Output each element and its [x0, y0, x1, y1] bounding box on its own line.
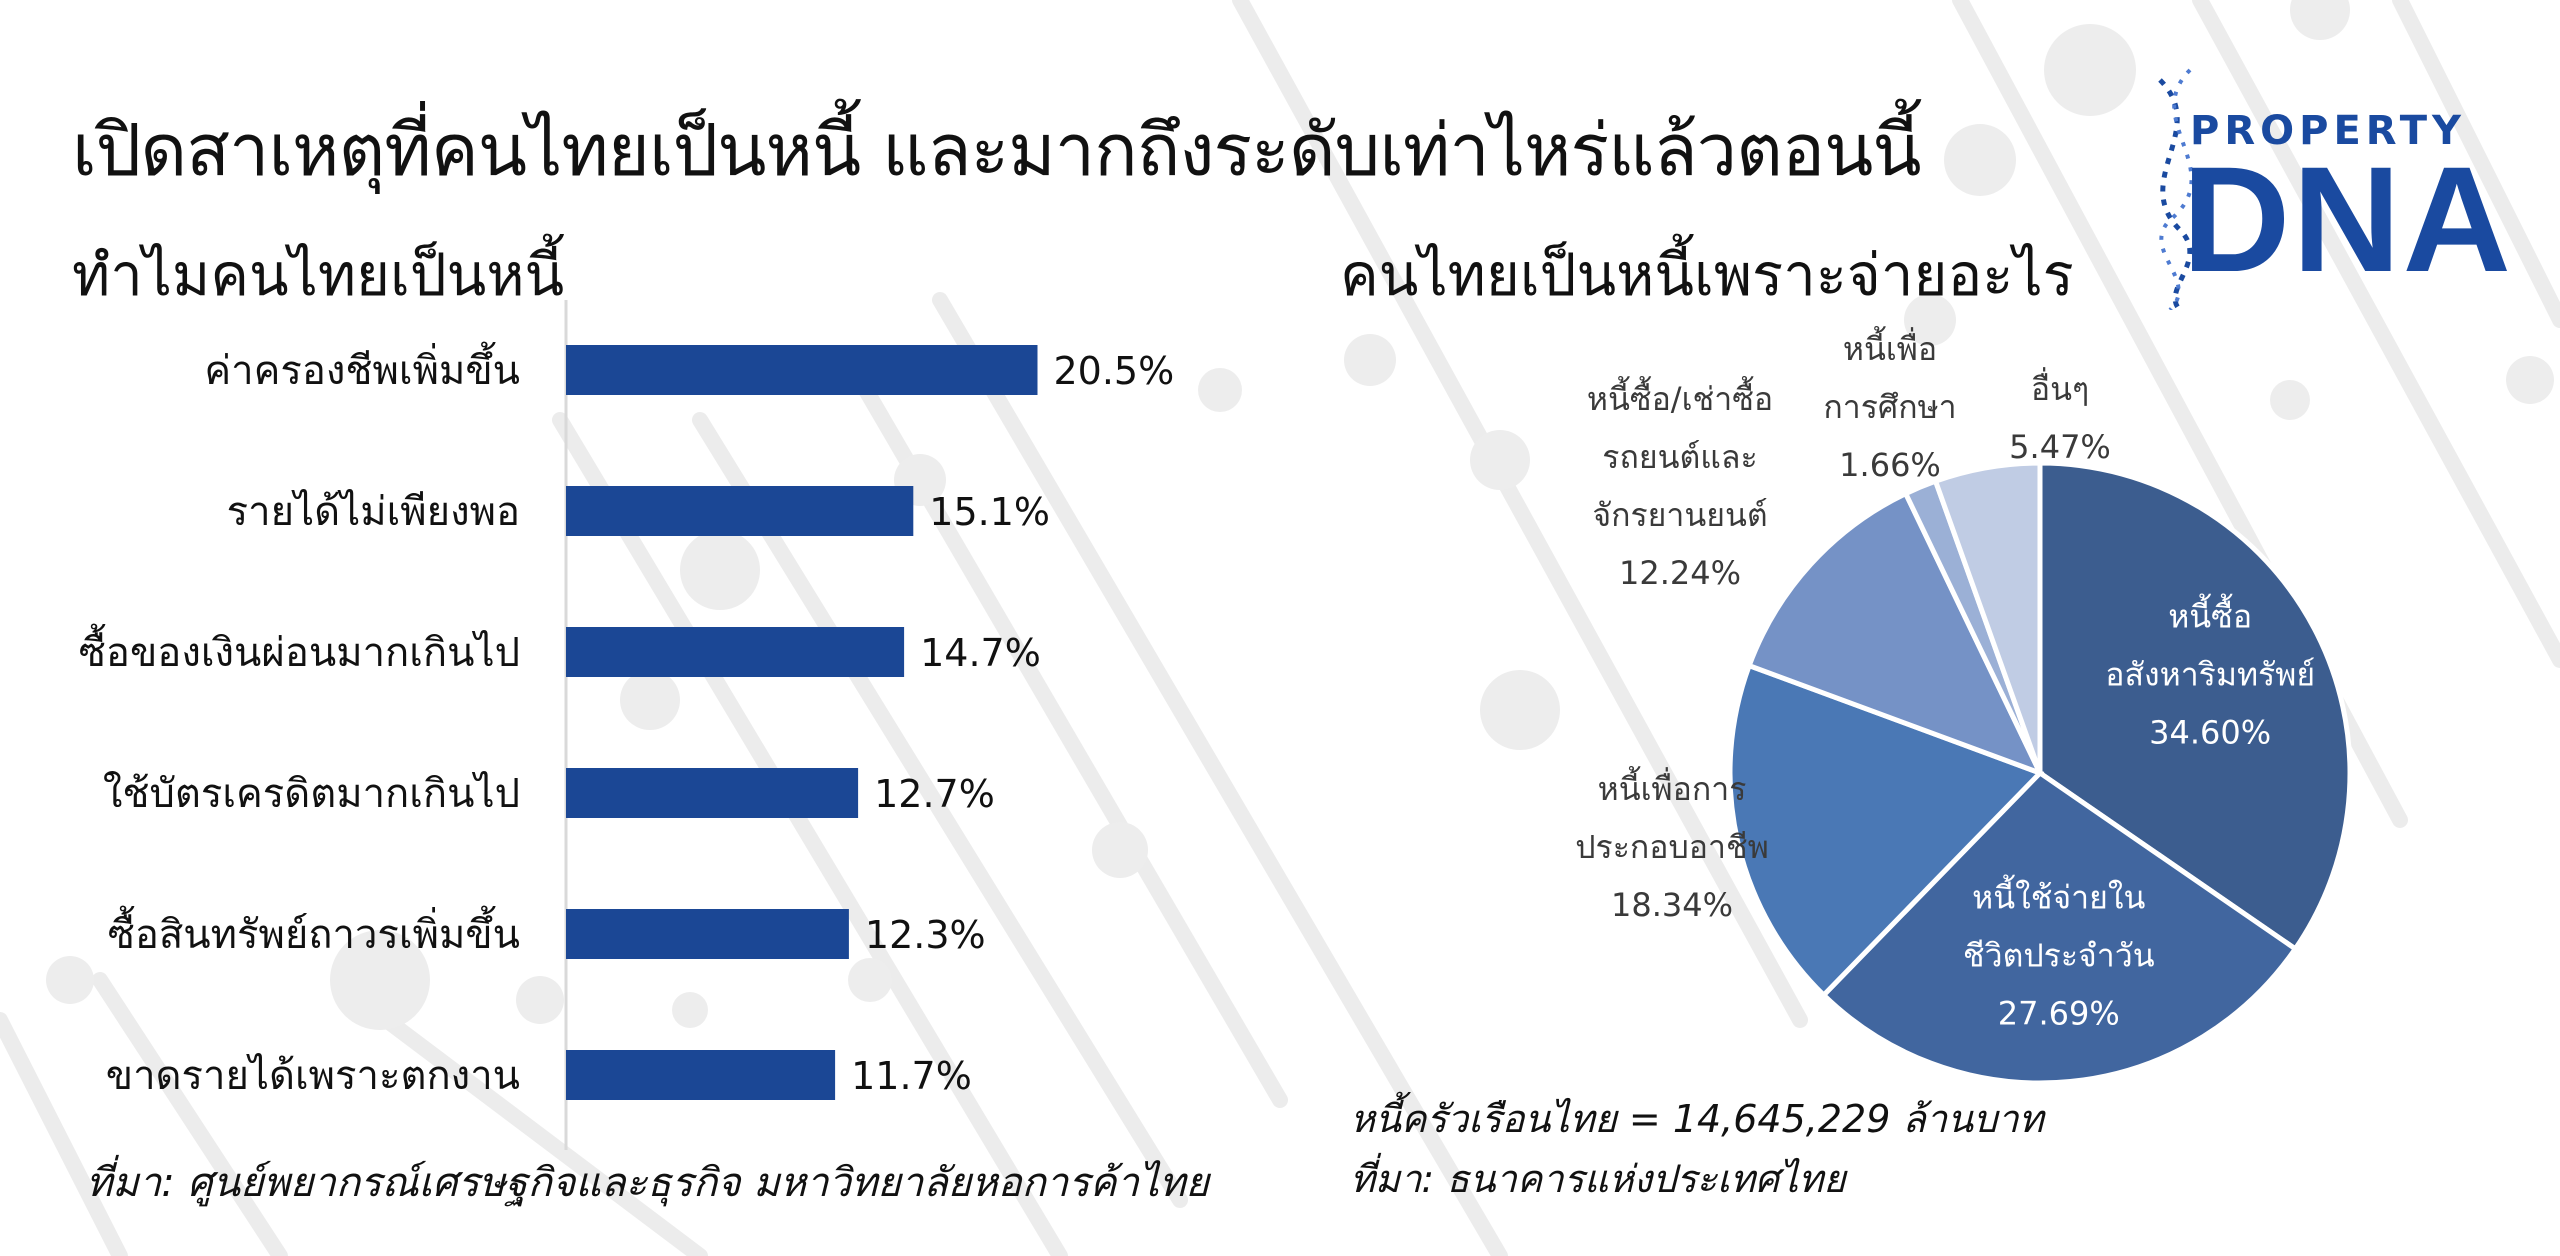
- right-chart-heading: คนไทยเป็นหนี้เพราะจ่ายอะไร: [1340, 241, 2074, 309]
- bar-value-label: 11.7%: [851, 1054, 972, 1098]
- pie-slice: [1932, 460, 2043, 774]
- logo-text-top: PROPERTY: [2190, 108, 2467, 154]
- pie-slice-label: หนี้ซื้ออสังหาริมทรัพย์ 34.60%: [2105, 594, 2315, 752]
- household-debt-note: หนี้ครัวเรือนไทย = 14,645,229 ล้านบาท: [1350, 1097, 2044, 1141]
- dna-helix-icon: [2158, 68, 2194, 310]
- pie-slice-label: หนี้เพื่อการศึกษา 1.66%: [1823, 326, 1956, 484]
- pie-slice: [1727, 662, 2045, 999]
- bar-category-label: รายได้ไม่เพียงพอ: [227, 489, 520, 535]
- bar: [566, 909, 849, 959]
- pie-slice-label: หนี้ซื้อ/เช่าซื้อรถยนต์และจักรยานยนต์ 12.…: [1587, 376, 1773, 592]
- bar: [566, 627, 905, 677]
- bar-category-label: ซื้อสินทรัพย์ถาวรเพิ่มขึ้น: [108, 905, 520, 958]
- bar-chart: ค่าครองชีพเพิ่มขึ้น 20.5% รายได้ไม่เพียงพอ…: [79, 300, 1175, 1150]
- brand-logo: PROPERTY DNA: [2120, 60, 2520, 310]
- bar: [566, 345, 1038, 395]
- left-chart-heading: ทำไมคนไทยเป็นหนี้: [72, 241, 565, 309]
- bar-category-label: ขาดรายได้เพราะตกงาน: [106, 1053, 520, 1099]
- bar-category-label: ใช้บัตรเครดิตมากเกินไป: [103, 770, 520, 817]
- left-source-text: ที่มา: ศูนย์พยากรณ์เศรษฐกิจและธุรกิจ มหา…: [86, 1160, 1209, 1206]
- pie-slice: [1745, 490, 2045, 778]
- pie-chart: หนี้ซื้ออสังหาริมทรัพย์ 34.60% หนี้ใช้จ่าย…: [1575, 326, 2353, 1086]
- bar-value-label: 12.7%: [874, 772, 995, 816]
- bar-value-label: 20.5%: [1054, 349, 1175, 393]
- bar-category-label: ซื้อของเงินผ่อนมากเกินไป: [79, 623, 520, 676]
- bar-value-label: 12.3%: [865, 913, 986, 957]
- pie-slice: [2037, 460, 2353, 953]
- pie-slice-label: หนี้ใช้จ่ายในชีวิตประจำวัน 27.69%: [1963, 874, 2155, 1032]
- pie-slice-label: หนี้เพื่อการประกอบอาชีพ 18.34%: [1575, 766, 1769, 924]
- bar: [566, 768, 859, 818]
- bar: [566, 486, 914, 536]
- page-title: เปิดสาเหตุที่คนไทยเป็นหนี้ และมากถึงระดั…: [72, 108, 1922, 192]
- pie-slice-label: อื่นๆ 5.47%: [2009, 367, 2111, 466]
- bar-value-label: 15.1%: [929, 490, 1050, 534]
- logo-text-main: DNA: [2182, 135, 2513, 303]
- pie-slice: [1820, 769, 2299, 1086]
- bar-value-label: 14.7%: [920, 631, 1041, 675]
- bar: [566, 1050, 836, 1100]
- bar-category-label: ค่าครองชีพเพิ่มขึ้น: [204, 341, 520, 394]
- right-source-text: ที่มา: ธนาคารแห่งประเทศไทย: [1350, 1157, 1846, 1201]
